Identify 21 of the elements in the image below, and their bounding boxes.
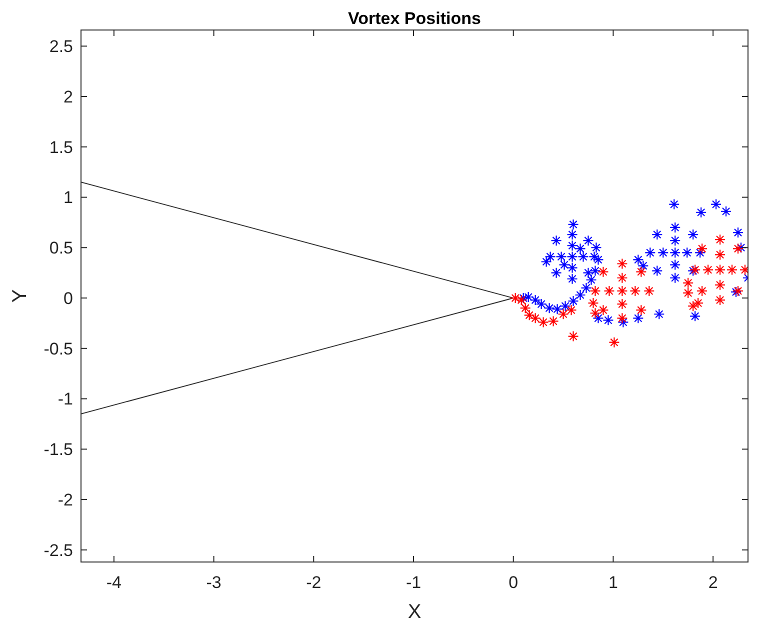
x-tick-label: -2 [306, 573, 322, 592]
chart-title: Vortex Positions [348, 9, 481, 28]
x-axis-title: X [408, 601, 422, 623]
y-tick-label: -1 [58, 390, 73, 409]
y-tick-label: 0 [64, 288, 73, 308]
y-tick-label: -0.5 [44, 339, 73, 358]
x-tick-label: 1 [608, 573, 618, 592]
y-tick-label: 1 [64, 188, 73, 208]
y-tick-label: -1.5 [44, 440, 73, 460]
y-tick-label: -2 [58, 490, 73, 510]
y-tick-label: 0.5 [49, 238, 73, 258]
x-tick-label: -4 [106, 573, 122, 592]
x-tick-label: 0 [508, 573, 518, 592]
y-tick-label: -2.5 [44, 540, 73, 560]
y-tick-label: 2 [64, 87, 73, 106]
y-tick-label: 1.5 [49, 138, 73, 157]
y-axis-title: Y [9, 289, 31, 303]
y-tick-label: 2.5 [49, 37, 73, 56]
x-tick-label: 2 [708, 573, 718, 592]
x-tick-label: -3 [206, 573, 222, 592]
x-tick-label: -1 [406, 573, 422, 592]
